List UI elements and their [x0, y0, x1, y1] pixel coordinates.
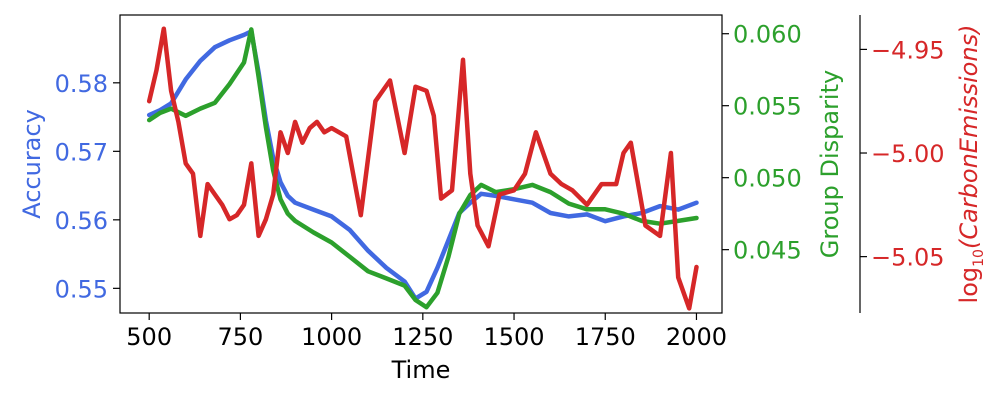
x-tick-label: 500 [126, 323, 172, 351]
group-disparity-axis-label: Group Disparity [816, 70, 844, 258]
carbon-axis-ticks: −4.95 −5.00 −5.05 [860, 36, 945, 272]
x-axis-label: Time [391, 356, 451, 384]
x-tick-label: 1000 [301, 323, 362, 351]
accuracy-axis-label: Accuracy [18, 109, 46, 219]
carbon-axis-label-arg: (CarbonEmissions) [955, 25, 983, 249]
group-disparity-tick-label: 0.050 [733, 165, 802, 193]
group-disparity-tick-label: 0.045 [733, 237, 802, 265]
group-disparity-tick-label: 0.055 [733, 93, 802, 121]
series-layer [146, 26, 699, 311]
group-disparity-tick-label: 0.060 [733, 21, 802, 49]
carbon-tick-label: −5.05 [871, 244, 945, 272]
x-tick-label: 1250 [392, 323, 453, 351]
accuracy-tick-label: 0.56 [55, 207, 108, 235]
carbon-emissions-line [146, 26, 699, 311]
x-tick-label: 2000 [666, 323, 727, 351]
x-tick-label: 1500 [483, 323, 544, 351]
plot-frame [119, 14, 723, 314]
accuracy-axis-ticks: 0.58 0.57 0.56 0.55 [55, 70, 120, 303]
carbon-tick-label: −4.95 [871, 36, 945, 64]
carbon-tick-label: −5.00 [871, 140, 945, 168]
accuracy-tick-label: 0.55 [55, 275, 108, 303]
accuracy-line [146, 29, 699, 301]
carbon-axis-label: log10(CarbonEmissions) [955, 25, 987, 304]
carbon-axis-label-sub: 10 [971, 249, 987, 267]
x-axis-ticks: 500 750 1000 1250 1500 1750 2000 [126, 313, 727, 351]
carbon-axis-label-base: log [955, 267, 983, 304]
accuracy-tick-label: 0.58 [55, 70, 108, 98]
group-disparity-axis-ticks: 0.060 0.055 0.050 0.045 [722, 21, 802, 265]
accuracy-tick-label: 0.57 [55, 138, 108, 166]
x-tick-label: 1750 [575, 323, 636, 351]
x-tick-label: 750 [217, 323, 263, 351]
group-disparity-line [146, 27, 699, 310]
